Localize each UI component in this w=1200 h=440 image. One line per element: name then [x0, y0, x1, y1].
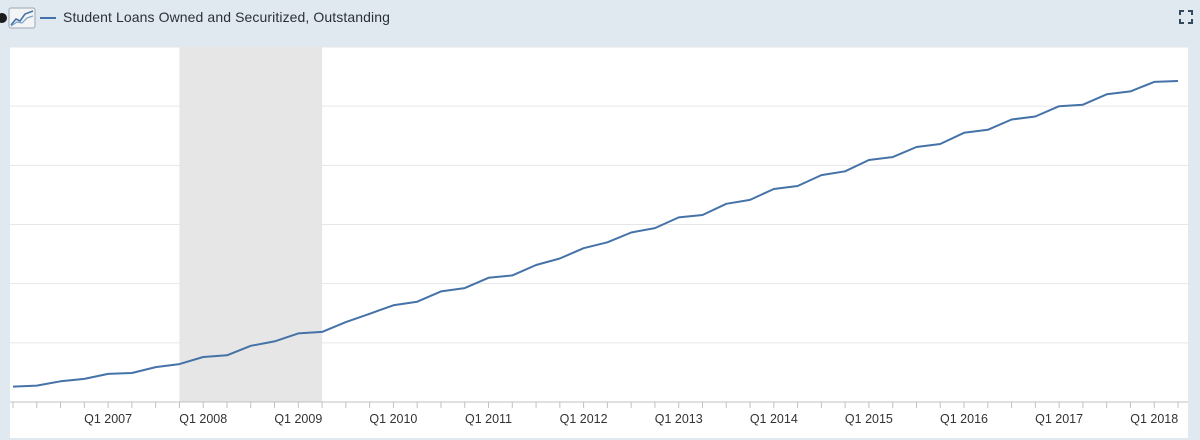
legend-swatch — [40, 17, 56, 19]
x-tick-label: Q1 2007 — [84, 412, 132, 426]
x-tick-label: Q1 2009 — [274, 412, 322, 426]
x-tick-label: Q1 2015 — [845, 412, 893, 426]
x-tick-label: Q1 2016 — [940, 412, 988, 426]
x-tick-label: Q1 2008 — [179, 412, 227, 426]
x-tick-label: Q1 2010 — [369, 412, 417, 426]
legend-label[interactable]: Student Loans Owned and Securitized, Out… — [63, 9, 391, 25]
chart-logo-icon[interactable] — [0, 6, 36, 30]
x-tick-label: Q1 2013 — [655, 412, 703, 426]
x-tick-label: Q1 2011 — [465, 412, 512, 426]
chart-svg: Q1 2007 Q1 2008 Q1 2009 Q1 2010 Q1 2011 Q1 20… — [10, 47, 1188, 426]
chart-plot-area: Q1 2007 Q1 2008 Q1 2009 Q1 2010 Q1 2011 Q1 20… — [10, 47, 1188, 438]
x-tick-label: Q1 2012 — [560, 412, 608, 426]
x-tick-label: Q1 2018 — [1130, 412, 1178, 426]
x-tick-label: Q1 2017 — [1035, 412, 1083, 426]
fullscreen-icon[interactable] — [1178, 9, 1194, 25]
x-tick-label: Q1 2014 — [750, 412, 798, 426]
series-line — [12, 80, 1179, 388]
chart-header: Student Loans Owned and Securitized, Out… — [0, 0, 1200, 36]
